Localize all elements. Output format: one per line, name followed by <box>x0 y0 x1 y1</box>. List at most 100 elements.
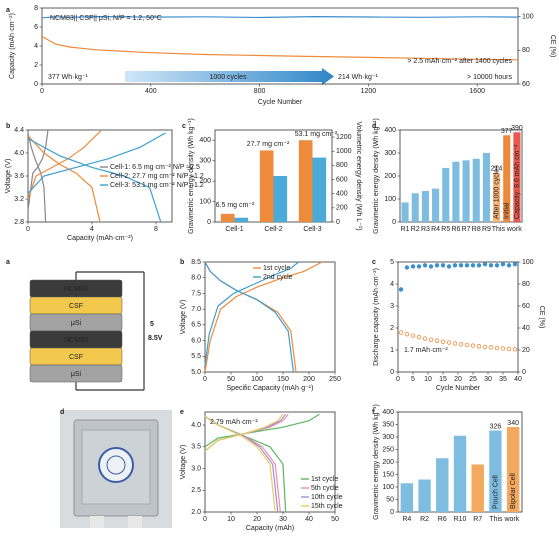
bar-text: Bipolar Cell <box>510 473 517 509</box>
x-axis-label: Capacity (mAh) <box>246 525 294 532</box>
x-tick-label: 0 <box>203 376 207 383</box>
data-point <box>452 263 458 268</box>
y-tick-label: 5.0 <box>191 369 201 376</box>
bar <box>421 190 429 222</box>
y2-tick-label: 800 <box>336 162 348 169</box>
legend-label: 5th cycle <box>311 485 339 492</box>
data-line <box>27 129 49 223</box>
annotation: NCM83|| CSF|| μSi, N/P = 1.2, 50°C <box>50 14 162 22</box>
tab <box>128 516 142 528</box>
y-tick-label: 0 <box>390 369 394 376</box>
data-point <box>482 344 488 350</box>
legend-label: 1st cycle <box>263 265 290 272</box>
y2-tick-label: 600 <box>336 176 348 183</box>
data-point <box>416 335 422 340</box>
data-point <box>500 346 506 351</box>
y-tick-label: 0 <box>207 219 211 226</box>
panel-label: c <box>372 259 376 266</box>
x-tick-label: 0 <box>203 516 207 523</box>
annotation: > 10000 hours <box>467 74 512 81</box>
y-tick-label: 3 <box>390 303 394 310</box>
x-tick-label: 20 <box>253 516 261 523</box>
bar-text: Initial <box>504 202 511 219</box>
x-tick-label: Cell-1 <box>225 226 243 233</box>
value-label: 340 <box>507 420 519 427</box>
data-point <box>488 345 494 350</box>
y-tick-label: 0 <box>34 81 38 88</box>
tab <box>90 516 104 528</box>
bar <box>489 430 502 512</box>
annotation: > 2.5 mAh·cm⁻² after 1400 cycles <box>407 58 512 65</box>
y-tick-label: 3.6 <box>14 173 24 180</box>
data-point <box>506 263 512 268</box>
data-point <box>416 264 422 269</box>
bar <box>273 176 288 222</box>
data-point <box>476 263 482 268</box>
y2-tick-label: 60 <box>522 303 530 310</box>
data-point <box>440 339 446 344</box>
layer-label: μSi <box>71 371 82 378</box>
y2-tick-label: 80 <box>522 47 530 54</box>
y-tick-label: 100 <box>382 484 394 491</box>
bar <box>472 158 480 222</box>
x-tick-label: 0 <box>26 226 30 233</box>
y-tick-label: 4 <box>34 43 38 50</box>
legend-label: 2nd cycle <box>263 274 293 281</box>
y-tick-label: 4.0 <box>14 150 24 157</box>
x-tick-label: 40 <box>514 376 522 383</box>
y-axis-label: Gravimetric energy density (Wh kg⁻¹) <box>373 404 380 520</box>
y-tick-label: 4 <box>390 281 394 288</box>
bar <box>462 160 470 222</box>
annotation: 27.7 mg cm⁻² <box>247 141 290 148</box>
legend-label: 10th cycle <box>311 494 343 501</box>
y2-tick-label: 40 <box>522 325 530 332</box>
y-tick-label: 400 <box>382 409 394 416</box>
y2-tick-label: 0 <box>336 219 340 226</box>
x-tick-label: 50 <box>227 376 235 383</box>
annotation: 2.79 mAh·cm⁻² <box>210 419 258 426</box>
x-tick-label: R4 <box>431 226 440 233</box>
legend-label: Cell-3: 53.1 mg cm⁻² N/P ≈1.2 <box>110 182 204 189</box>
x-axis-label: Cycle Number <box>436 385 481 392</box>
y-tick-label: 6.5 <box>191 322 201 329</box>
bar <box>471 464 484 512</box>
y-tick-label: 2.0 <box>191 509 201 516</box>
value-label: 214 <box>491 166 503 173</box>
bar-text: Capacity: 8.6 mAh cm⁻² <box>514 144 521 219</box>
data-point <box>446 264 452 269</box>
layer-label: NCM83 <box>64 337 88 344</box>
x-tick-label: R6 <box>451 226 460 233</box>
y-tick-label: 350 <box>382 421 394 428</box>
group-label: This work <box>492 226 522 233</box>
y2-tick-label: 100 <box>522 259 534 266</box>
data-line <box>27 129 103 223</box>
y-tick-label: 7.0 <box>191 306 201 313</box>
data-point <box>500 262 506 267</box>
group-label: This work <box>489 516 519 523</box>
y-tick-label: 8 <box>34 5 38 12</box>
plot-frame <box>204 411 336 513</box>
panel-label: d <box>372 123 376 130</box>
data-point <box>410 264 416 269</box>
legend-label: Cell-1: 6.5 mg cm⁻² N/P ≈2.5 <box>110 164 200 171</box>
annotation: 214 Wh·kg⁻¹ <box>338 74 379 81</box>
bar <box>411 193 419 222</box>
data-point <box>452 341 458 346</box>
data-point <box>404 331 410 337</box>
y-axis-label: Voltage (V) <box>180 300 187 335</box>
y-tick-label: 300 <box>199 158 211 165</box>
y2-tick-label: 60 <box>522 81 530 88</box>
bar-text: After 1000 cycles <box>493 165 500 219</box>
y-tick-label: 6 <box>34 24 38 31</box>
x-axis-label: Capacity (mAh·cm⁻²) <box>67 235 133 242</box>
data-point <box>494 345 500 351</box>
y-tick-label: 300 <box>382 434 394 441</box>
y2-tick-label: 100 <box>522 13 534 20</box>
y-tick-label: 3.5 <box>191 444 201 451</box>
bar <box>400 483 414 512</box>
cell-layer <box>29 364 123 383</box>
y-axis-label: Discharge capacity (mAh·cm⁻²) <box>373 268 380 366</box>
x-tick-label: R2 <box>411 226 420 233</box>
x-tick-label: R7 <box>473 516 482 523</box>
panel-label: a <box>6 259 10 266</box>
